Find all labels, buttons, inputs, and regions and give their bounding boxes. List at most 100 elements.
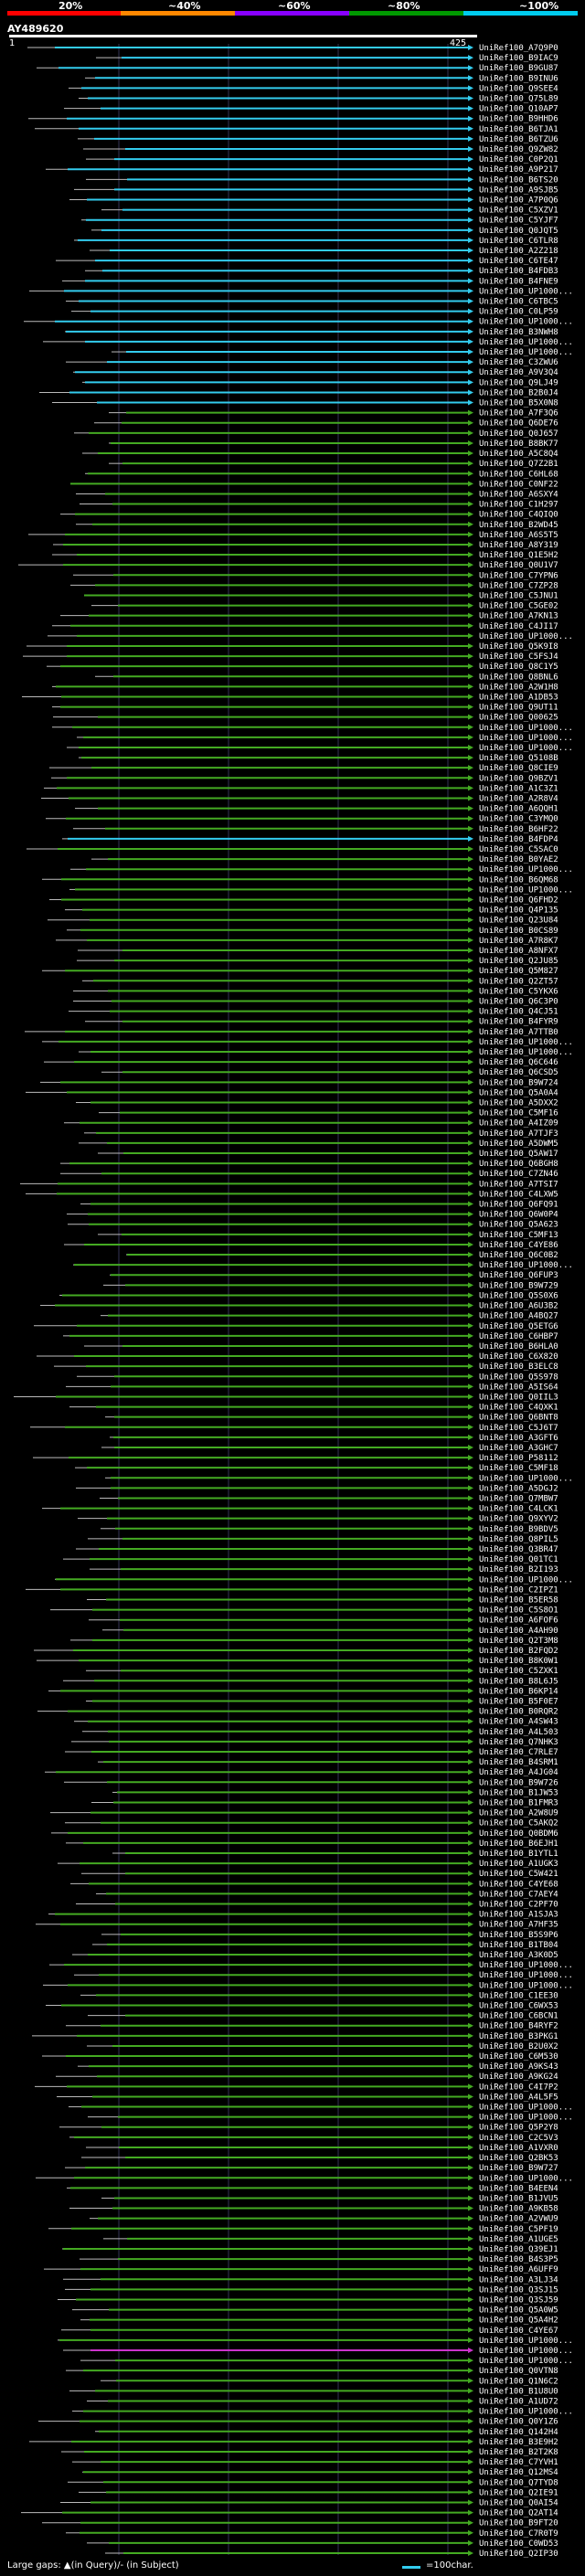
hit-label[interactable]: UniRef100_Q8C1Y5 — [479, 663, 558, 672]
hit-label[interactable]: UniRef100_B9IAC9 — [479, 54, 558, 63]
hit-label[interactable]: UniRef100_A5DWM5 — [479, 1140, 558, 1149]
hit-label[interactable]: UniRef100_Q6DE76 — [479, 419, 558, 429]
hit-label[interactable]: UniRef100_Q2IP30 — [479, 2549, 558, 2559]
hit-label[interactable]: UniRef100_A4IZ09 — [479, 1119, 558, 1129]
hit-label[interactable]: UniRef100_A1DB53 — [479, 693, 558, 702]
hit-label[interactable]: UniRef100_Q0J657 — [479, 429, 558, 439]
hit-label[interactable]: UniRef100_A6SXY4 — [479, 490, 558, 499]
hit-label[interactable]: UniRef100_UP1000... — [479, 734, 573, 743]
hit-label[interactable]: UniRef100_Q3SJ59 — [479, 2295, 558, 2305]
hit-label[interactable]: UniRef100_C7RLE7 — [479, 1748, 558, 1757]
hit-label[interactable]: UniRef100_Q2IE91 — [479, 2488, 558, 2497]
hit-label[interactable]: UniRef100_Q6FQ91 — [479, 1201, 558, 1210]
hit-label[interactable]: UniRef100_UP1000... — [479, 1038, 573, 1047]
hit-label[interactable]: UniRef100_B5S9P6 — [479, 1931, 558, 1940]
hit-label[interactable]: UniRef100_B1JVU5 — [479, 2194, 558, 2203]
hit-label[interactable]: UniRef100_B9FT20 — [479, 2519, 558, 2528]
hit-label[interactable]: UniRef100_B4EEN4 — [479, 2184, 558, 2193]
hit-label[interactable]: UniRef100_B3NWH8 — [479, 328, 558, 337]
hit-label[interactable]: UniRef100_C2C5V3 — [479, 2134, 558, 2143]
hit-label[interactable]: UniRef100_Q9XYV2 — [479, 1515, 558, 1524]
hit-label[interactable]: UniRef100_A4L5F5 — [479, 2093, 558, 2102]
hit-label[interactable]: UniRef100_A1UD72 — [479, 2397, 558, 2406]
hit-label[interactable]: UniRef100_Q2ZT57 — [479, 977, 558, 986]
hit-label[interactable]: UniRef100_Q4CJ51 — [479, 1008, 558, 1017]
hit-label[interactable]: UniRef100_Q6C3P0 — [479, 998, 558, 1007]
hit-label[interactable]: UniRef100_A2R8V4 — [479, 794, 558, 803]
hit-label[interactable]: UniRef100_C0NF22 — [479, 480, 558, 489]
hit-label[interactable]: UniRef100_A7TJF3 — [479, 1129, 558, 1139]
hit-label[interactable]: UniRef100_C6TE47 — [479, 257, 558, 266]
hit-label[interactable]: UniRef100_A8Y319 — [479, 541, 558, 550]
hit-label[interactable]: UniRef100_A6QQH1 — [479, 805, 558, 814]
hit-label[interactable]: UniRef100_A1SJA3 — [479, 1911, 558, 1920]
hit-label[interactable]: UniRef100_Q2BK53 — [479, 2154, 558, 2163]
hit-label[interactable]: UniRef100_A6UFF9 — [479, 2265, 558, 2274]
hit-label[interactable]: UniRef100_B4RYF2 — [479, 2022, 558, 2031]
hit-label[interactable]: UniRef100_C7YVH1 — [479, 2458, 558, 2467]
hit-label[interactable]: UniRef100_UP1000... — [479, 2337, 573, 2346]
hit-label[interactable]: UniRef100_C4JI17 — [479, 622, 558, 631]
hit-label[interactable]: UniRef100_A9V3Q4 — [479, 368, 558, 377]
hit-label[interactable]: UniRef100_A6FOF6 — [479, 1617, 558, 1626]
hit-label[interactable]: UniRef100_B2B0J4 — [479, 388, 558, 398]
hit-label[interactable]: UniRef100_C0LP59 — [479, 308, 558, 317]
hit-label[interactable]: UniRef100_B9BDV5 — [479, 1525, 558, 1534]
hit-label[interactable]: UniRef100_Q39EJ1 — [479, 2245, 558, 2254]
hit-label[interactable]: UniRef100_Q8PIL5 — [479, 1535, 558, 1544]
hit-label[interactable]: UniRef100_B6QM68 — [479, 875, 558, 885]
hit-label[interactable]: UniRef100_B2FQD2 — [479, 1647, 558, 1656]
hit-label[interactable]: UniRef100_C1H297 — [479, 501, 558, 510]
hit-label[interactable]: UniRef100_C6TBC5 — [479, 298, 558, 307]
hit-label[interactable]: UniRef100_C2IPZ1 — [479, 1585, 558, 1595]
hit-label[interactable]: UniRef100_A7KN13 — [479, 612, 558, 621]
hit-label[interactable]: UniRef100_C1EE30 — [479, 1991, 558, 2000]
hit-label[interactable]: UniRef100_Q0AI54 — [479, 2498, 558, 2507]
hit-label[interactable]: UniRef100_Q2T3M8 — [479, 1637, 558, 1646]
hit-label[interactable]: UniRef100_B8BK77 — [479, 440, 558, 449]
hit-label[interactable]: UniRef100_C4QXK1 — [479, 1404, 558, 1413]
hit-label[interactable]: UniRef100_Q0VTN8 — [479, 2367, 558, 2376]
hit-label[interactable]: UniRef100_A5DGJ2 — [479, 1484, 558, 1493]
hit-label[interactable]: UniRef100_B0CS89 — [479, 927, 558, 936]
hit-label[interactable]: UniRef100_C5PF19 — [479, 2225, 558, 2234]
hit-label[interactable]: UniRef100_Q0IIL3 — [479, 1393, 558, 1402]
hit-label[interactable]: UniRef100_C4LXW5 — [479, 1190, 558, 1199]
hit-label[interactable]: UniRef100_Q5A0W5 — [479, 2306, 558, 2316]
hit-label[interactable]: UniRef100_UP1000... — [479, 744, 573, 753]
hit-label[interactable]: UniRef100_C5YKX6 — [479, 987, 558, 996]
hit-label[interactable]: UniRef100_UP1000... — [479, 1961, 573, 1970]
hit-label[interactable]: UniRef100_UP1000... — [479, 865, 573, 875]
hit-label[interactable]: UniRef100_C5J6T7 — [479, 1424, 558, 1433]
hit-label[interactable]: UniRef100_C5FSJ4 — [479, 652, 558, 662]
hit-label[interactable]: UniRef100_A3LJ34 — [479, 2275, 558, 2284]
hit-label[interactable]: UniRef100_C6HBP7 — [479, 1332, 558, 1341]
hit-label[interactable]: UniRef100_A9KS43 — [479, 2062, 558, 2072]
hit-label[interactable]: UniRef100_Q5AW17 — [479, 1150, 558, 1159]
hit-label[interactable]: UniRef100_Q10AP7 — [479, 105, 558, 114]
hit-label[interactable]: UniRef100_UP1000... — [479, 2174, 573, 2183]
hit-label[interactable]: UniRef100_B1FMR3 — [479, 1799, 558, 1808]
hit-label[interactable]: UniRef100_Q0JQT5 — [479, 227, 558, 236]
hit-label[interactable]: UniRef100_A7P0Q6 — [479, 196, 558, 206]
hit-label[interactable]: UniRef100_UP1000... — [479, 1048, 573, 1057]
hit-label[interactable]: UniRef100_C3ZWU6 — [479, 358, 558, 367]
hit-label[interactable]: UniRef100_A4AH90 — [479, 1627, 558, 1636]
hit-label[interactable]: UniRef100_P58112 — [479, 1454, 558, 1463]
hit-label[interactable]: UniRef100_Q6W0P4 — [479, 1211, 558, 1220]
hit-label[interactable]: UniRef100_B2I193 — [479, 1565, 558, 1574]
hit-label[interactable]: UniRef100_Q7NHK3 — [479, 1738, 558, 1747]
hit-label[interactable]: UniRef100_A2Z218 — [479, 247, 558, 256]
hit-label[interactable]: UniRef100_A2VWU9 — [479, 2215, 558, 2224]
hit-label[interactable]: UniRef100_B9INU6 — [479, 74, 558, 83]
hit-label[interactable]: UniRef100_Q0Y1Z6 — [479, 2418, 558, 2427]
hit-label[interactable]: UniRef100_B6TZU6 — [479, 135, 558, 144]
hit-label[interactable]: UniRef100_Q4P135 — [479, 906, 558, 916]
hit-label[interactable]: UniRef100_B9W727 — [479, 2164, 558, 2173]
hit-label[interactable]: UniRef100_A7Q9P0 — [479, 44, 558, 53]
hit-label[interactable]: UniRef100_B8L6J5 — [479, 1677, 558, 1686]
hit-label[interactable]: UniRef100_UP1000... — [479, 885, 573, 895]
hit-label[interactable]: UniRef100_C6M530 — [479, 2052, 558, 2062]
hit-label[interactable]: UniRef100_Q1N6C2 — [479, 2377, 558, 2386]
hit-label[interactable]: UniRef100_Q2AT14 — [479, 2509, 558, 2518]
